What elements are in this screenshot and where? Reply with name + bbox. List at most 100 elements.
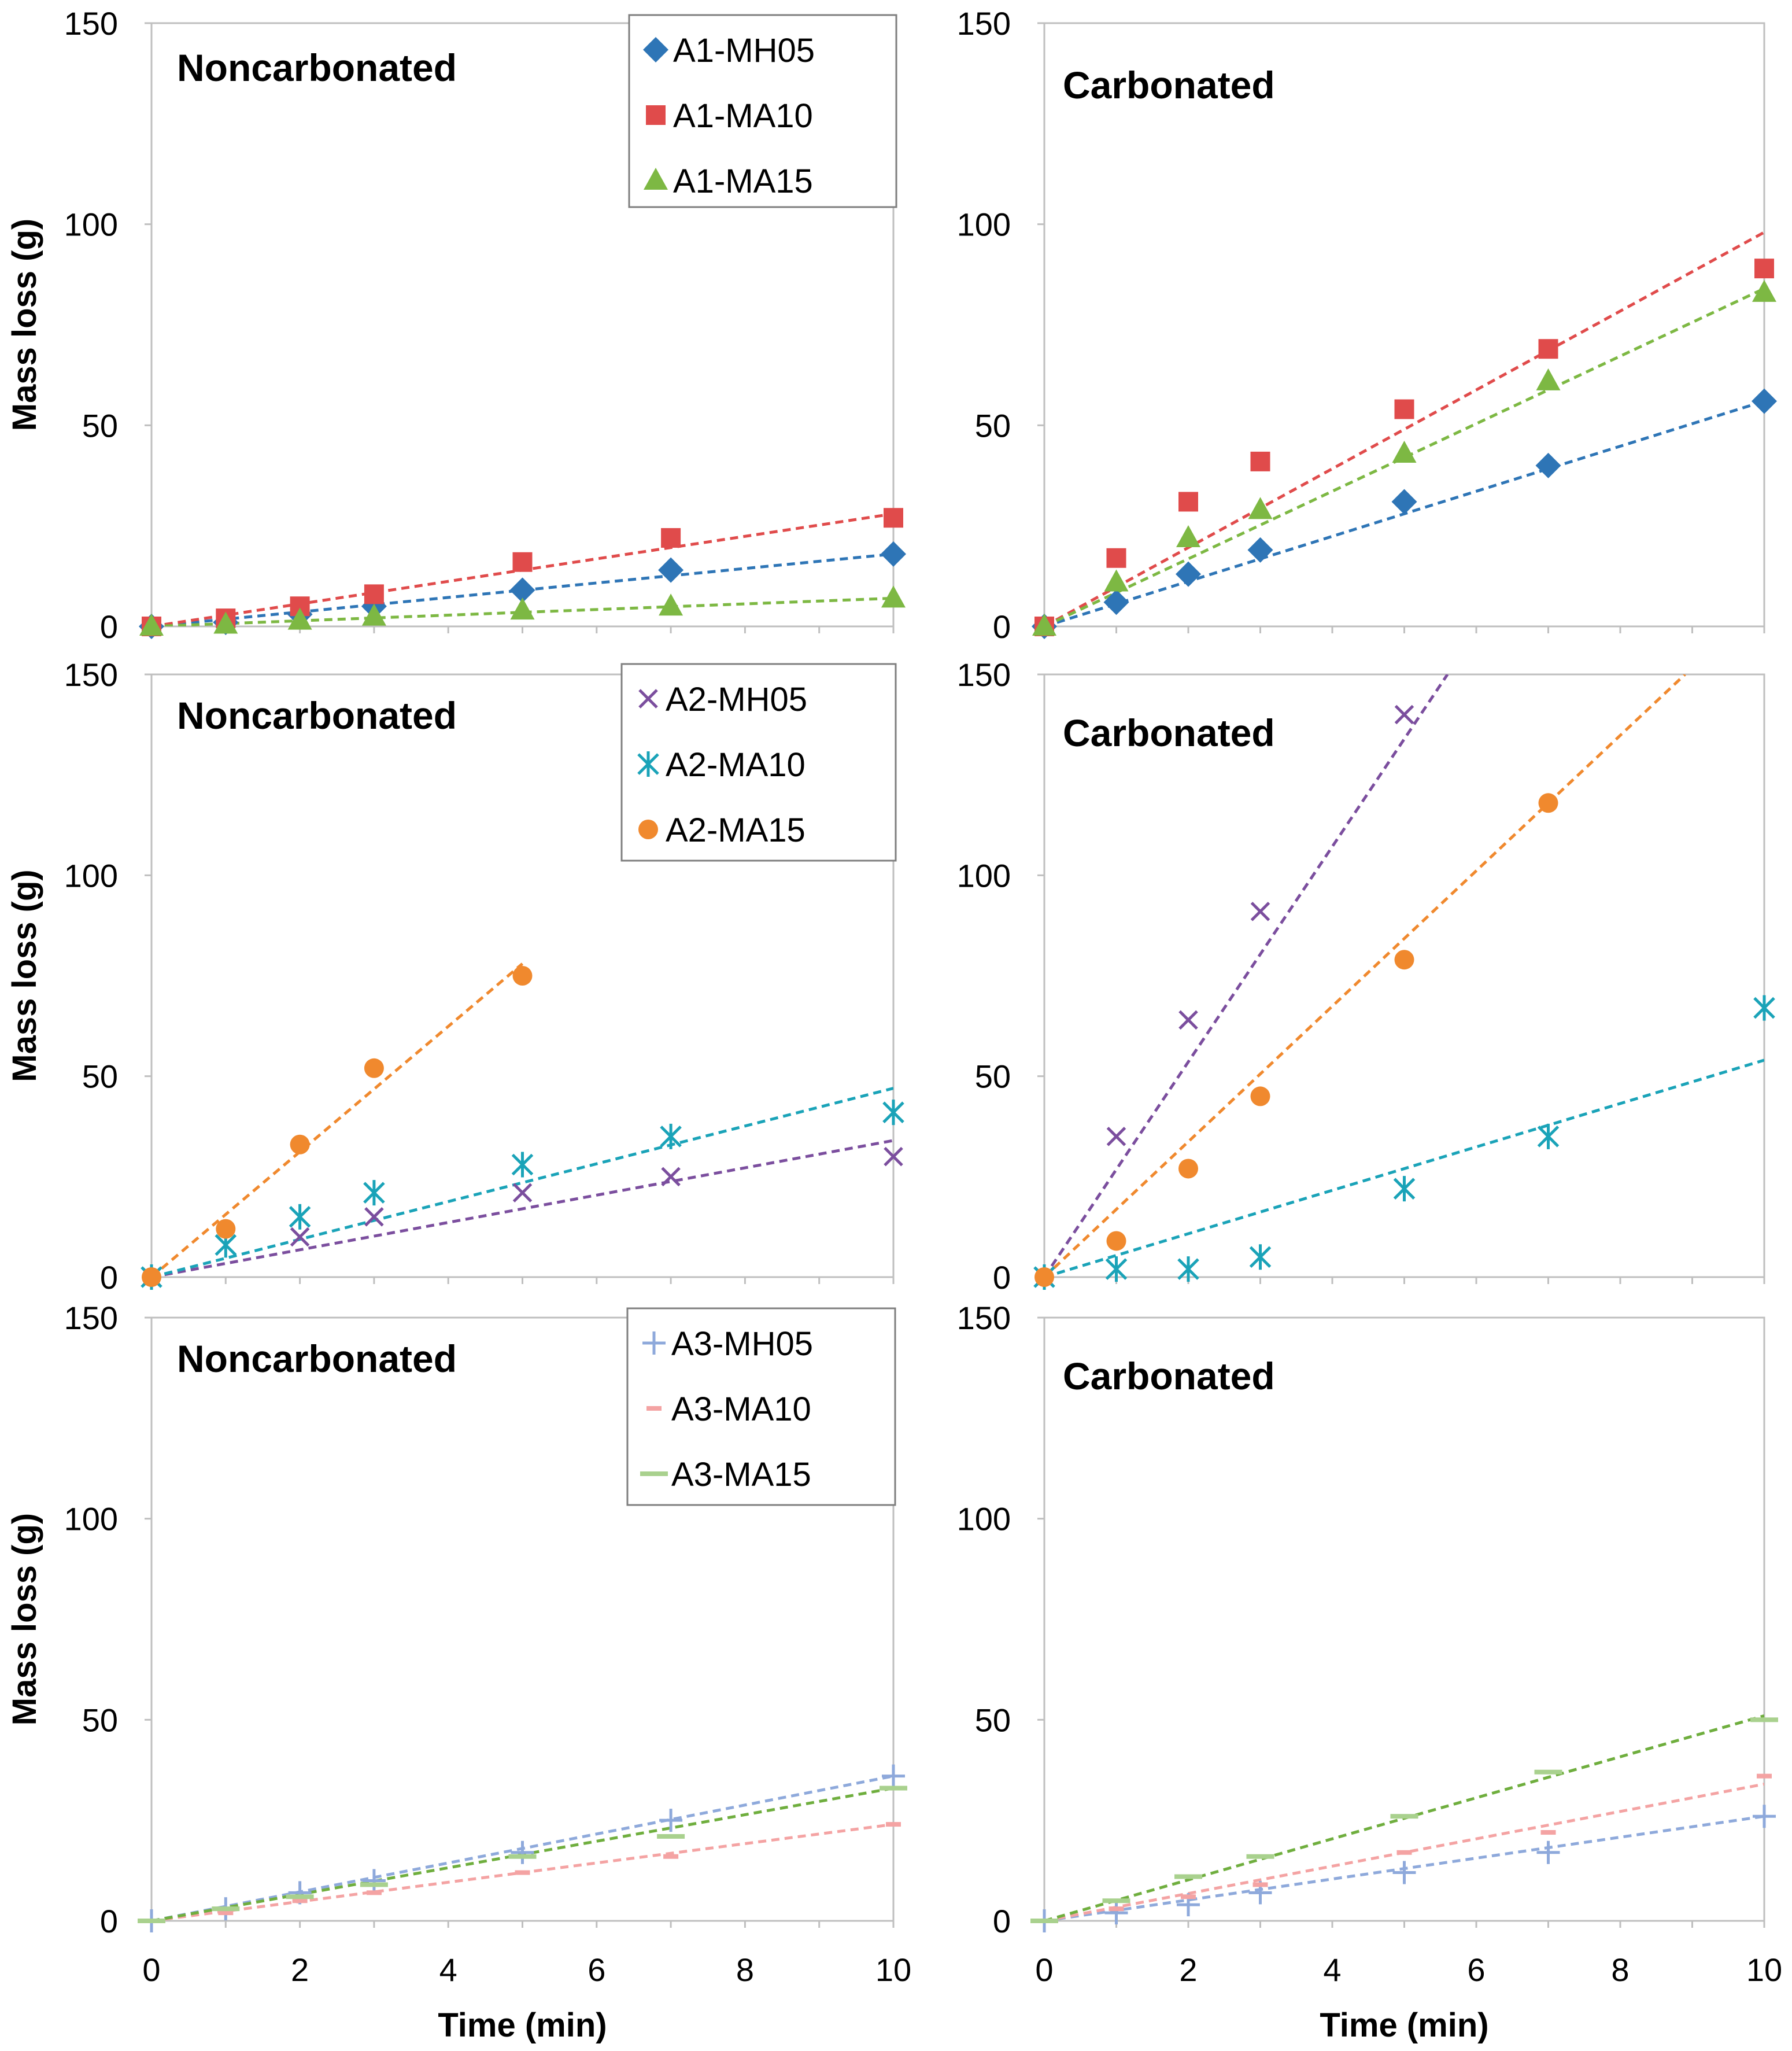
y-tick-label: 50 — [82, 1058, 118, 1095]
y-tick-label: 150 — [64, 5, 118, 42]
trend-line-A2-MH05 — [1044, 674, 1449, 1277]
data-point-A1-MA10 — [364, 584, 384, 604]
y-tick-label: 150 — [957, 656, 1011, 693]
y-axis-title: Mass loss (g) — [6, 219, 43, 431]
data-point-A3-MA15 — [1174, 1874, 1202, 1879]
plot-area — [1043, 1316, 1765, 1922]
data-point-A1-MA10 — [1754, 259, 1774, 279]
data-point-A3-MH05 — [882, 1764, 905, 1788]
data-point-A2-MH05 — [1250, 902, 1270, 921]
data-point-A1-MA15 — [287, 607, 312, 630]
y-axis-title: Mass loss (g) — [6, 869, 43, 1082]
data-point-A3-MA10 — [1109, 1906, 1124, 1912]
data-point-A1-MA10 — [1178, 492, 1198, 512]
data-point-A2-MA10 — [1393, 1176, 1416, 1202]
legend-label: A3-MA15 — [671, 1456, 811, 1493]
data-point-A3-MA10 — [886, 1822, 901, 1827]
x-tick-label: 6 — [1467, 1952, 1485, 1988]
data-point-A1-MH05 — [881, 541, 906, 567]
data-point-A2-MH05 — [1106, 1127, 1126, 1146]
legend: A1-MH05 A1-MA10 A1-MA15 — [628, 14, 897, 208]
panel-title: Carbonated — [1063, 64, 1275, 106]
data-point-A2-MA15 — [1106, 1231, 1126, 1251]
data-point-A2-MA10 — [882, 1100, 904, 1126]
data-point-A2-MA10 — [1105, 1256, 1128, 1282]
x-tick-label: 8 — [736, 1952, 754, 1988]
panel-A3-carb: 0 50 100 150 0 2 4 6 8 10 Time (min) Carbonated — [957, 1300, 1783, 2044]
data-point-A3-MA10 — [1181, 1894, 1196, 1899]
data-point-A3-MA15 — [1030, 1919, 1058, 1923]
data-point-A3-MH05 — [511, 1840, 534, 1864]
y-tick-label: 150 — [957, 1300, 1011, 1336]
legend: A2-MH05 A2-MA10 A2-MA15 — [620, 663, 897, 862]
legend-marker-A3-MA15 — [640, 1471, 668, 1476]
data-point-A1-MA15 — [213, 611, 238, 634]
data-point-A2-MH05 — [884, 1146, 903, 1167]
data-point-A3-MA15 — [360, 1882, 388, 1887]
data-point-A1-MH05 — [1176, 561, 1201, 587]
data-point-A1-MH05 — [1535, 452, 1561, 478]
data-point-A1-MA15 — [361, 603, 386, 626]
legend-label: A3-MH05 — [671, 1325, 813, 1363]
data-point-A2-MA10 — [1753, 995, 1775, 1021]
data-point-A2-MA15 — [142, 1267, 161, 1287]
series-A3-MA15 — [138, 1786, 907, 1923]
data-point-A1-MA15 — [139, 614, 164, 636]
legend-marker-A1-MH05 — [643, 37, 668, 62]
y-axis-title: Mass loss (g) — [6, 1513, 43, 1725]
data-point-A3-MA10 — [1540, 1830, 1556, 1835]
data-point-A2-MH05 — [1178, 1010, 1198, 1030]
y-tick-label: 0 — [100, 1259, 118, 1296]
y-tick-label: 0 — [993, 1259, 1011, 1296]
data-point-A2-MA15 — [1394, 950, 1414, 970]
data-point-A1-MA15 — [510, 597, 535, 620]
data-point-A1-MA10 — [512, 552, 533, 572]
data-point-A3-MA15 — [880, 1786, 907, 1791]
y-tick-label: 100 — [957, 857, 1011, 894]
data-point-A2-MA10 — [1249, 1244, 1272, 1270]
data-point-A3-MA15 — [1750, 1717, 1778, 1722]
data-point-A3-MA15 — [138, 1919, 165, 1923]
y-tick-label: 100 — [957, 1501, 1011, 1537]
trend-lines — [152, 962, 893, 1277]
panel-title: Carbonated — [1063, 1355, 1275, 1397]
data-point-A1-MA10 — [661, 528, 681, 548]
trend-line-A1-MA10 — [1044, 231, 1764, 626]
legend-marker-A1-MA15 — [644, 168, 668, 190]
data-point-A2-MA10 — [511, 1152, 534, 1178]
panel-A2-carb: 0 50 100 150 Carbonated — [957, 656, 1775, 1296]
data-point-A2-MH05 — [661, 1167, 681, 1187]
data-point-A3-MH05 — [1753, 1805, 1776, 1828]
data-point-A2-MA15 — [290, 1134, 310, 1154]
data-point-A2-MA10 — [289, 1204, 311, 1230]
data-point-A3-MA15 — [1246, 1854, 1274, 1859]
data-point-A1-MA15 — [1752, 279, 1776, 302]
data-point-A2-MA15 — [512, 966, 533, 986]
legend-label: A2-MH05 — [666, 681, 807, 718]
data-point-A1-MA15 — [659, 593, 683, 616]
data-point-A2-MH05 — [290, 1227, 310, 1247]
legend-box — [620, 663, 897, 862]
data-point-A1-MA15 — [881, 585, 906, 608]
data-point-A3-MH05 — [362, 1869, 386, 1893]
data-point-A2-MA15 — [1538, 793, 1558, 813]
data-point-A3-MH05 — [1536, 1840, 1560, 1864]
trend-line-A2-MA15 — [1044, 674, 1686, 1277]
panel-title: Noncarbonated — [177, 46, 457, 89]
x-tick-label: 0 — [142, 1952, 160, 1988]
data-point-A2-MA10 — [363, 1180, 385, 1206]
data-point-A2-MH05 — [364, 1207, 384, 1227]
x-tick-label: 2 — [291, 1952, 309, 1988]
series-A3-MA15 — [1030, 1717, 1778, 1923]
x-tick-label: 0 — [1035, 1952, 1053, 1988]
y-tick-label: 50 — [82, 1702, 118, 1738]
panel-A1-non: 0 50 100 150 Mass loss (g) Noncarbonated A1-MH… — [6, 5, 906, 645]
panel-title: Noncarbonated — [177, 694, 457, 737]
y-tick-label: 50 — [975, 1058, 1011, 1095]
trend-lines — [1044, 674, 1764, 1277]
data-point-A2-MA15 — [1250, 1086, 1270, 1106]
legend: A3-MH05 A3-MA10 A3-MA15 — [626, 1307, 896, 1506]
legend-label: A1-MA15 — [673, 163, 813, 200]
data-point-A3-MA15 — [508, 1854, 537, 1859]
y-tick-label: 100 — [64, 857, 118, 894]
